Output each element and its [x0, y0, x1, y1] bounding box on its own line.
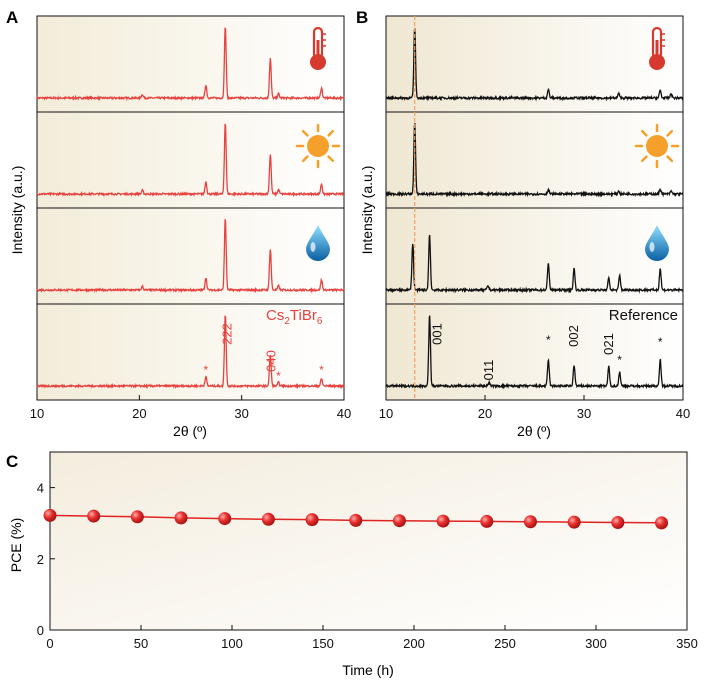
- y-tick-label: 0: [37, 623, 44, 638]
- panel-a-star: *: [204, 363, 209, 377]
- x-tick-label: 40: [676, 406, 690, 421]
- panel-b-star: *: [617, 353, 622, 367]
- pce-point: [349, 513, 363, 527]
- y-tick-label: 4: [37, 481, 44, 496]
- xrd-trace-cs2tibr6-reference: [36, 315, 345, 390]
- x-tick-label: 350: [676, 636, 698, 651]
- sun-ray: [327, 129, 335, 137]
- thermometer-mercury: [316, 40, 320, 58]
- x-tick-label: 50: [134, 636, 148, 651]
- panel-b-peak-label-011: 011: [481, 360, 496, 381]
- water-drop-shape: [306, 225, 330, 261]
- sun-ray: [640, 155, 648, 163]
- panel-c-ylabel: PCE (%): [8, 518, 24, 572]
- panel-b-xlabel: 2θ (º): [517, 423, 551, 439]
- panel-a-star: *: [276, 369, 281, 383]
- pce-point: [261, 512, 275, 526]
- panel-label-b: B: [356, 8, 368, 27]
- water-drop-highlight: [310, 242, 316, 252]
- pce-point: [436, 514, 450, 528]
- x-tick-label: 20: [132, 406, 146, 421]
- pce-point: [480, 514, 494, 528]
- pce-point: [218, 512, 232, 526]
- xrd-trace-humidity: [385, 234, 684, 294]
- panel-a-peak-label-040: 040: [263, 350, 278, 372]
- panel-a-ylabel: Intensity (a.u.): [9, 166, 25, 255]
- panel-b-star: *: [658, 335, 663, 349]
- sun-ray: [301, 129, 309, 137]
- pce-point: [567, 515, 581, 529]
- sun-icon: [295, 123, 341, 169]
- panel-c-xlabel: Time (h): [342, 662, 394, 678]
- panel-b-star: *: [546, 333, 551, 347]
- pce-point: [87, 509, 101, 523]
- panel-b-peak-label-021: 021: [601, 333, 616, 355]
- panel-label-c: C: [6, 452, 18, 471]
- thermometer-icon: [310, 26, 326, 70]
- panel-a-xlabel: 2θ (º): [173, 423, 207, 439]
- x-tick-label: 0: [46, 636, 53, 651]
- xrd-trace-humidity: [36, 219, 345, 294]
- pce-point: [611, 515, 625, 529]
- x-tick-label: 30: [577, 406, 591, 421]
- x-tick-label: 100: [221, 636, 243, 651]
- x-tick-label: 40: [337, 406, 351, 421]
- sun-disc: [307, 135, 329, 157]
- water-drop-highlight: [649, 242, 655, 252]
- thermometer-bulb: [310, 54, 326, 70]
- sun-ray: [666, 155, 674, 163]
- water-drop-icon: [306, 225, 330, 261]
- sun-ray: [640, 129, 648, 137]
- panel-label-a: A: [6, 8, 18, 27]
- sun-ray: [327, 155, 335, 163]
- panel-c-frame: [49, 451, 688, 631]
- water-drop-icon: [645, 225, 669, 261]
- pce-point: [43, 508, 57, 522]
- pce-point: [174, 511, 188, 525]
- pce-point: [655, 516, 669, 530]
- water-drop-shape: [645, 225, 669, 261]
- x-tick-label: 200: [403, 636, 425, 651]
- panel-a-compound-label: Cs2TiBr6: [266, 307, 323, 327]
- panel-b-ylabel: Intensity (a.u.): [359, 166, 375, 255]
- xrd-trace-heat: [36, 27, 345, 102]
- panel-c-plot: 0 50 100 150 200 250 300 350 0 2 4: [37, 481, 698, 651]
- pce-point: [392, 514, 406, 528]
- x-tick-label: 300: [585, 636, 607, 651]
- panel-b-peak-label-002: 002: [566, 325, 581, 347]
- thermometer-icon: [649, 26, 665, 70]
- panel-b-peak-label-001: 001: [430, 323, 445, 345]
- panel-a-peak-label-222: 222: [219, 323, 234, 345]
- xrd-trace-reference: [385, 315, 684, 390]
- pce-point: [130, 510, 144, 524]
- y-tick-label: 2: [37, 552, 44, 567]
- panel-a-star: *: [319, 363, 324, 377]
- xrd-trace-heat: [385, 27, 684, 102]
- xrd-trace-light: [36, 123, 345, 198]
- pce-point: [523, 515, 537, 529]
- sun-icon: [634, 123, 680, 169]
- x-tick-label: 150: [312, 636, 334, 651]
- x-tick-label: 30: [234, 406, 248, 421]
- x-tick-label: 20: [478, 406, 492, 421]
- xrd-trace-light: [385, 123, 684, 198]
- pce-point: [305, 513, 319, 527]
- x-tick-label: 250: [494, 636, 516, 651]
- panel-b-reference-label: Reference: [609, 307, 678, 324]
- sun-ray: [666, 129, 674, 137]
- sun-disc: [646, 135, 668, 157]
- x-tick-label: 10: [379, 406, 393, 421]
- x-tick-label: 10: [30, 406, 44, 421]
- thermometer-bulb: [649, 54, 665, 70]
- thermometer-mercury: [655, 40, 659, 58]
- sun-ray: [301, 155, 309, 163]
